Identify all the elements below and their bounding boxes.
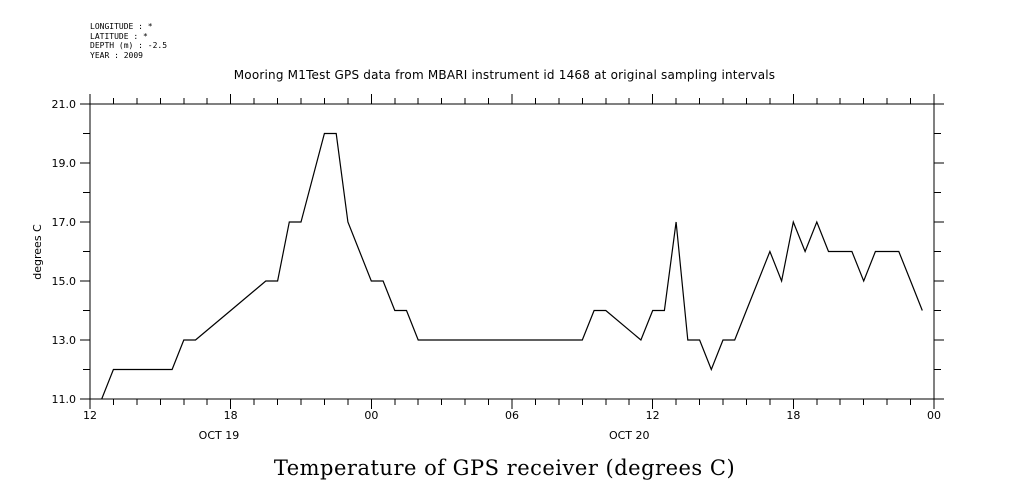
y-tick-label: 17.0: [52, 216, 77, 229]
plot-axes: [80, 94, 944, 409]
x-tick-label: 00: [364, 409, 378, 422]
metadata-block: LONGITUDE : * LATITUDE : * DEPTH (m) : -…: [90, 22, 167, 60]
x-tick-label: 18: [786, 409, 800, 422]
x-axis-title: Temperature of GPS receiver (degrees C): [273, 456, 736, 480]
y-tick-label: 15.0: [52, 275, 77, 288]
x-tick-label: 06: [505, 409, 519, 422]
temperature-series-line: [101, 132, 923, 400]
x-date-label: OCT 19: [199, 429, 240, 442]
y-tick-label: 21.0: [52, 98, 77, 111]
y-axis-label: degrees C: [31, 224, 44, 280]
x-tick-label: 12: [646, 409, 660, 422]
latitude-label: LATITUDE : *: [90, 31, 148, 41]
tick-labels: 11.0 13.0 15.0 17.0 19.0 21.0 12 18 00 06 12 18 00 OC…: [52, 98, 942, 442]
x-tick-label: 00: [927, 409, 941, 422]
x-tick-label: 18: [224, 409, 238, 422]
year-label: YEAR : 2009: [90, 50, 143, 60]
longitude-label: LONGITUDE : *: [90, 22, 153, 31]
y-tick-label: 11.0: [52, 393, 77, 406]
depth-label: DEPTH (m) : -2.5: [90, 41, 168, 50]
y-tick-label: 13.0: [52, 334, 77, 347]
x-date-label: OCT 20: [609, 429, 650, 442]
series-group: [101, 132, 923, 400]
y-tick-label: 19.0: [52, 157, 77, 170]
chart-title: Mooring M1Test GPS data from MBARI instr…: [233, 68, 776, 82]
x-tick-label: 12: [83, 409, 97, 422]
